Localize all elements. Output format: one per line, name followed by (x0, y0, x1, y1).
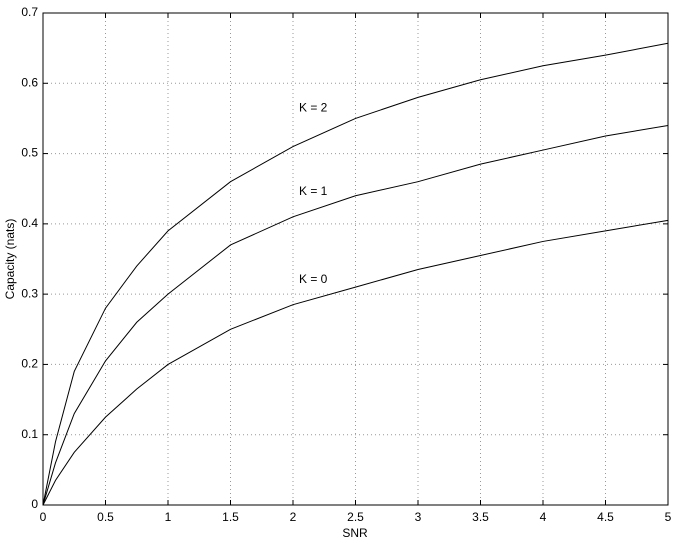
line (42, 124, 669, 506)
series-label: K = 0 (299, 272, 328, 286)
y-axis-label: Capacity (nats) (3, 219, 17, 300)
x-tick-label: 4.5 (597, 510, 614, 524)
x-tick-label: 5 (665, 510, 672, 524)
x-tick-label: 2.5 (347, 510, 364, 524)
y-tick-label: 0 (31, 497, 38, 511)
y-tick-label: 0.1 (21, 427, 38, 441)
plot-frame (42, 12, 669, 506)
y-tick-label: 0.2 (21, 357, 38, 371)
y-tick-label: 0.5 (21, 146, 38, 160)
x-tick-label: 4 (540, 510, 547, 524)
y-tick-label: 0.7 (21, 5, 38, 19)
x-tick-label: 1.5 (222, 510, 239, 524)
x-tick-label: 2 (290, 510, 297, 524)
x-tick-label: 3 (415, 510, 422, 524)
line (42, 219, 669, 506)
y-tick-label: 0.3 (21, 286, 38, 300)
series-label: K = 2 (299, 101, 328, 115)
x-tick-label: 3.5 (472, 510, 489, 524)
line (42, 42, 669, 506)
x-tick-label: 0 (40, 510, 47, 524)
x-tick-label: 1 (165, 510, 172, 524)
y-tick-label: 0.6 (21, 75, 38, 89)
series-label: K = 1 (299, 184, 328, 198)
x-axis-label: SNR (342, 526, 368, 540)
x-tick-label: 0.5 (97, 510, 114, 524)
y-tick-label: 0.4 (21, 216, 38, 230)
